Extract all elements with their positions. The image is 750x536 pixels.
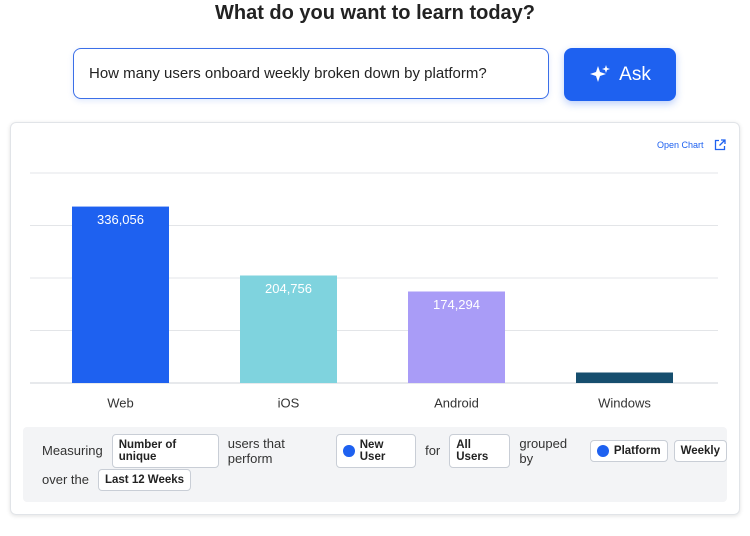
chip-label: All Users	[456, 438, 489, 463]
query-chip[interactable]: Platform	[589, 439, 668, 462]
chip-label: Platform	[613, 444, 661, 457]
open-chart-label: Open Chart	[657, 140, 704, 150]
page-title: What do you want to learn today?	[215, 2, 535, 24]
query-text: Measuring	[42, 443, 103, 458]
value-label: 174,294	[433, 297, 480, 312]
value-label: 336,056	[97, 212, 144, 227]
chip-icon	[343, 444, 355, 457]
ask-label: Ask	[619, 63, 651, 85]
chip-label: Number of unique	[118, 438, 177, 463]
x-tick-label: iOS	[278, 395, 300, 410]
open-chart-link[interactable]: Open Chart	[657, 139, 726, 151]
ask-button[interactable]: Ask	[564, 48, 676, 101]
query-description: Measuring Number of unique users that perf…	[23, 427, 727, 502]
chip-icon	[596, 444, 609, 457]
sparkle-icon	[590, 64, 611, 82]
chip-label: New User	[359, 438, 386, 463]
external-icon	[714, 139, 726, 151]
query-chip[interactable]: Last 12 Weeks	[97, 468, 192, 491]
chart-card	[10, 122, 740, 515]
x-tick-label: Web	[107, 395, 134, 410]
query-text: over the	[42, 472, 89, 487]
bar	[240, 275, 337, 383]
query-chip[interactable]: All Users	[449, 433, 511, 468]
question-input[interactable]: How many users onboard weekly broken dow…	[73, 48, 549, 99]
query-row: Measuring Number of unique users that perf…	[39, 433, 727, 468]
query-chip[interactable]: Weekly	[673, 439, 727, 462]
query-row: over the Last 12 Weeks	[39, 465, 727, 494]
bar	[72, 206, 169, 383]
chip-label: Weekly	[680, 444, 720, 457]
chip-label: Last 12 Weeks	[104, 473, 185, 486]
query-chip[interactable]: New User	[336, 433, 417, 468]
x-tick-label: Android	[434, 395, 479, 410]
bar	[576, 372, 673, 383]
chart: Web 336,056 iOS 204,756 Android 174,294 Window…	[30, 172, 718, 410]
query-chip[interactable]: Number of unique	[111, 433, 219, 468]
query-text: grouped by	[519, 435, 568, 466]
query-text: for	[425, 443, 441, 458]
query-text: users that perform	[227, 435, 285, 466]
value-label: 204,756	[265, 281, 312, 296]
bar	[408, 291, 505, 383]
x-tick-label: Windows	[598, 395, 651, 410]
